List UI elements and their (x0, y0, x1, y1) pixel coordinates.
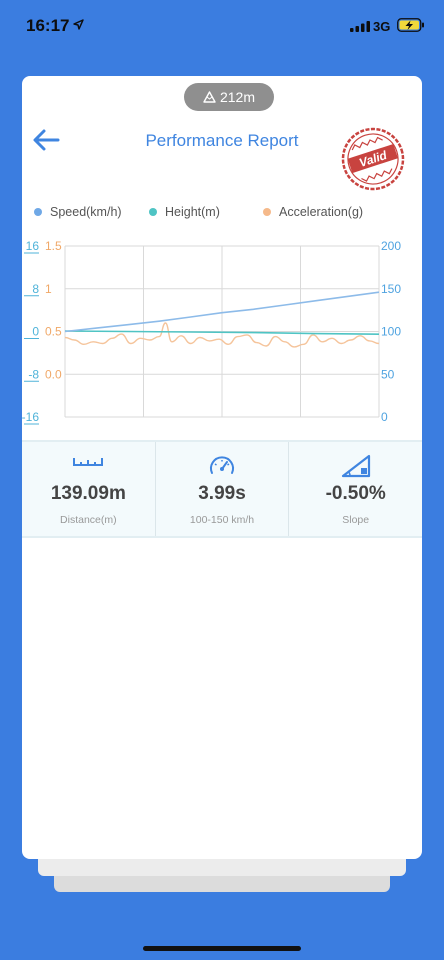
status-time: 16:17 (26, 16, 70, 35)
location-arrow-icon (73, 19, 84, 30)
stat-slope: -0.50% Slope (289, 442, 422, 536)
battery-charging-icon (397, 18, 424, 32)
stat-distance-value: 139.09m (50, 483, 126, 504)
speed-tick-label: 100 (381, 325, 401, 339)
home-indicator[interactable] (143, 946, 301, 951)
legend-dot-acceleration (263, 208, 271, 216)
legend-dot-height (149, 208, 157, 216)
height-tick-label: -8 (28, 367, 39, 381)
stat-time-value: 3.99s (198, 483, 246, 504)
elevation-value: 212m (219, 89, 256, 105)
series-line-height (64, 330, 380, 335)
height-tick-label: -16 (22, 410, 39, 424)
legend-label-acceleration: Acceleration(g) (279, 205, 364, 219)
status-bar: 16:17 3G (0, 0, 444, 54)
page-title: Performance Report (145, 131, 299, 150)
series-line-speed (64, 291, 380, 333)
stat-distance: 139.09m Distance(m) (22, 442, 156, 536)
speedometer-icon (210, 456, 234, 474)
accel-tick-label: 0.5 (45, 325, 62, 339)
legend-item-speed[interactable]: Speed(km/h) (34, 205, 122, 219)
chart-legend: Speed(km/h) Height(m) Acceleration(g) (22, 205, 422, 221)
ruler-icon (73, 458, 104, 466)
accel-tick-label: 1.5 (45, 239, 62, 253)
legend-item-height[interactable]: Height(m) (149, 205, 220, 219)
back-arrow-icon[interactable] (32, 128, 60, 152)
speed-tick-label: 200 (381, 239, 401, 253)
height-tick-label: 8 (32, 282, 39, 296)
accel-tick-label: 0.0 (45, 367, 62, 381)
height-tick-label: 16 (26, 239, 40, 253)
mountain-icon (203, 91, 216, 103)
valid-stamp-icon: Valid (341, 127, 405, 191)
legend-dot-speed (34, 208, 42, 216)
stamp-text: Valid (357, 148, 389, 170)
stat-time: 3.99s 100-150 km/h (156, 442, 290, 536)
slope-icon (341, 454, 370, 478)
card-stack-shadow-1 (38, 856, 406, 876)
report-card: Performance Report Valid Speed(km/h) Hei… (22, 76, 422, 859)
stat-time-label: 100-150 km/h (189, 514, 255, 526)
legend-item-acceleration[interactable]: Acceleration(g) (263, 205, 363, 219)
height-tick-label: 0 (32, 325, 39, 339)
signal-bars-icon (350, 21, 370, 32)
performance-chart: 16 8 0 -8 -16 1.5 1 0.5 0.0 200 150 100 50 0 (22, 239, 401, 425)
accel-tick-label: 1 (45, 282, 52, 296)
stat-slope-value: -0.50% (325, 483, 386, 504)
series-line-acceleration (64, 322, 380, 348)
stats-panel: 139.09m Distance(m) 3.99s 100-150 km/h -… (22, 440, 422, 538)
speed-tick-label: 0 (381, 410, 388, 424)
network-type: 3G (373, 19, 391, 34)
speed-tick-label: 50 (381, 367, 395, 381)
stat-distance-label: Distance(m) (60, 514, 117, 526)
elevation-badge: 212m (184, 83, 274, 111)
legend-label-speed: Speed(km/h) (50, 205, 122, 219)
speed-tick-label: 150 (381, 282, 401, 296)
stat-slope-label: Slope (342, 514, 370, 526)
legend-label-height: Height(m) (165, 205, 220, 219)
